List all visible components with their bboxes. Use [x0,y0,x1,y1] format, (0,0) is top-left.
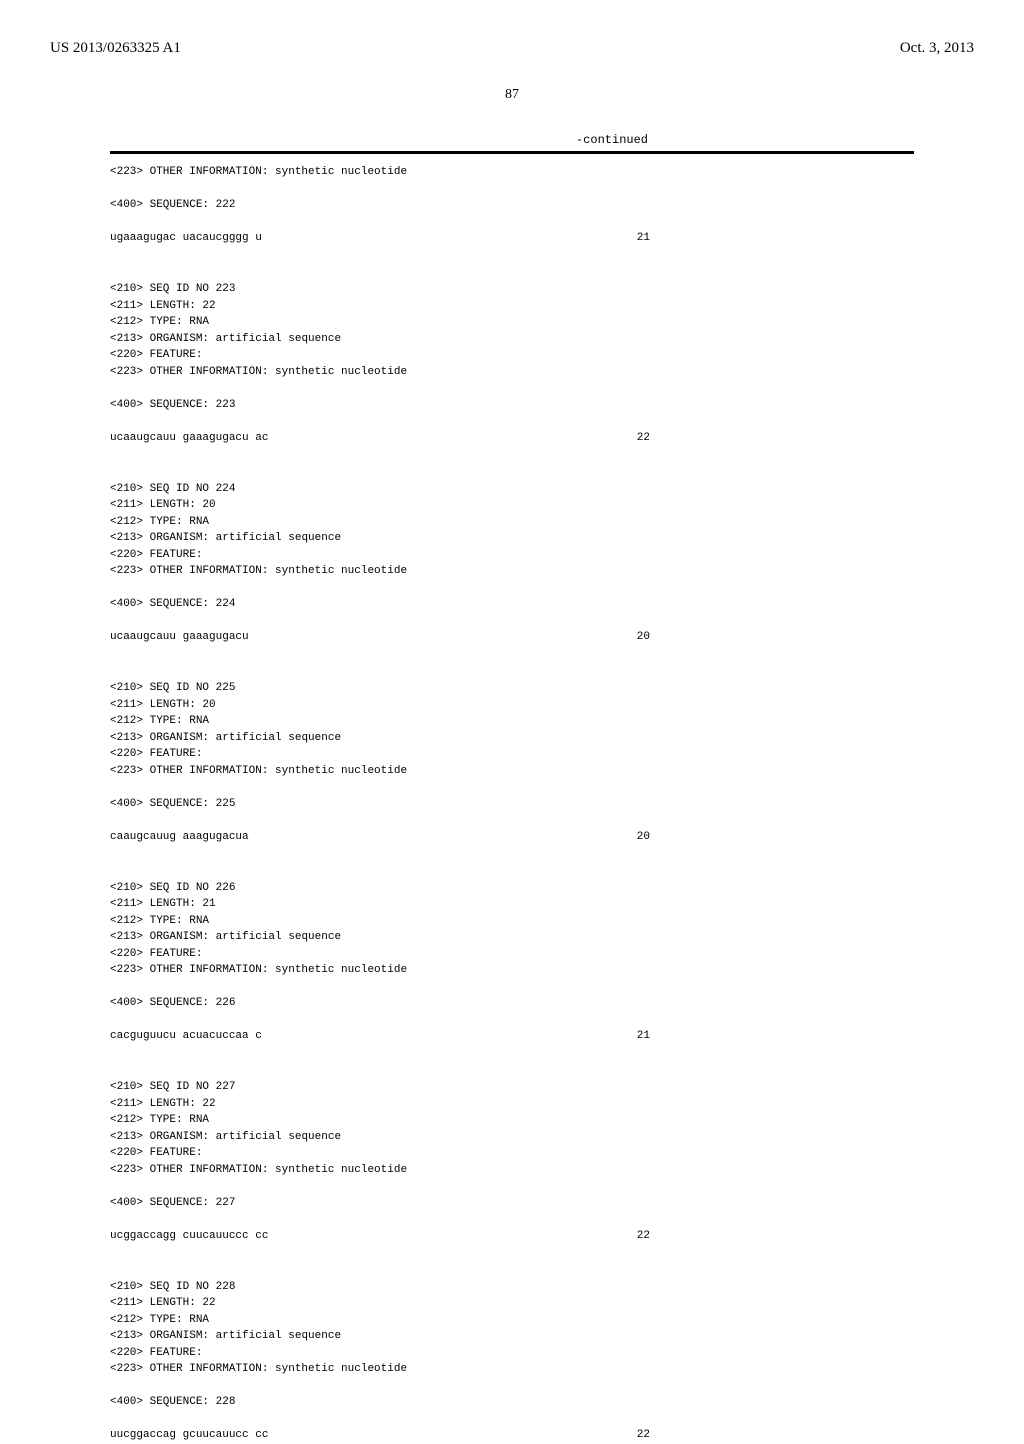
blank-line [110,464,914,481]
publication-date: Oct. 3, 2013 [900,40,974,57]
sequence-label: <400> SEQUENCE: 228 [110,1394,914,1411]
length-line: <211> LENGTH: 22 [110,1096,914,1113]
seq-block-228: <210> SEQ ID NO 228 <211> LENGTH: 22 <21… [110,1262,914,1444]
sequence-data: caaugcauug aaagugacua [110,829,249,846]
sequence-label: <400> SEQUENCE: 225 [110,796,914,813]
sequence-length-number: 21 [637,230,650,247]
organism-line: <213> ORGANISM: artificial sequence [110,331,914,348]
sequence-data-row: cacguguucu acuacuccaa c 21 [110,1028,650,1045]
other-info-line: <223> OTHER INFORMATION: synthetic nucle… [110,364,914,381]
sequence-label: <400> SEQUENCE: 226 [110,995,914,1012]
feature-line: <220> FEATURE: [110,1345,914,1362]
feature-line: <220> FEATURE: [110,547,914,564]
sequence-data: ucaaugcauu gaaagugacu ac [110,430,268,447]
sequence-data-row: ugaaagugac uacaucgggg u 21 [110,230,650,247]
blank-line [110,1262,914,1279]
sequence-data-row: ucaaugcauu gaaagugacu 20 [110,629,650,646]
sequence-data-row: ucaaugcauu gaaagugacu ac 22 [110,430,650,447]
blank-line [110,613,914,630]
blank-line [110,265,914,282]
blank-line [110,1178,914,1195]
organism-line: <213> ORGANISM: artificial sequence [110,929,914,946]
type-line: <212> TYPE: RNA [110,713,914,730]
sequence-data-row: uucggaccag gcuucauucc cc 22 [110,1427,650,1444]
seq-id-line: <210> SEQ ID NO 225 [110,680,914,697]
sequence-data: uucggaccag gcuucauucc cc [110,1427,268,1444]
sequence-data: ugaaagugac uacaucgggg u [110,230,262,247]
blank-line [110,812,914,829]
sequence-length-number: 22 [637,1427,650,1444]
sequence-length-number: 21 [637,1028,650,1045]
seq-id-line: <210> SEQ ID NO 227 [110,1079,914,1096]
blank-line [110,580,914,597]
seq-id-line: <210> SEQ ID NO 228 [110,1279,914,1296]
divider-thin [110,153,914,154]
blank-line [110,380,914,397]
blank-line [110,413,914,430]
type-line: <212> TYPE: RNA [110,1112,914,1129]
type-line: <212> TYPE: RNA [110,314,914,331]
sequence-label: <400> SEQUENCE: 227 [110,1195,914,1212]
seq-block-224: <210> SEQ ID NO 224 <211> LENGTH: 20 <21… [110,464,914,646]
other-info-line: <223> OTHER INFORMATION: synthetic nucle… [110,1361,914,1378]
sequence-length-number: 22 [637,430,650,447]
organism-line: <213> ORGANISM: artificial sequence [110,730,914,747]
sequence-label: <400> SEQUENCE: 223 [110,397,914,414]
sequence-label: <400> SEQUENCE: 224 [110,596,914,613]
sequence-data: ucggaccagg cuucauuccc cc [110,1228,268,1245]
blank-line [110,664,914,681]
sequence-listing: <223> OTHER INFORMATION: synthetic nucle… [50,158,974,1444]
blank-line [110,1063,914,1080]
other-info-line: <223> OTHER INFORMATION: synthetic nucle… [110,563,914,580]
blank-line [110,779,914,796]
blank-line [110,1411,914,1428]
other-info-line: <223> OTHER INFORMATION: synthetic nucle… [110,164,914,181]
feature-line: <220> FEATURE: [110,1145,914,1162]
sequence-length-number: 22 [637,1228,650,1245]
blank-line [110,863,914,880]
organism-line: <213> ORGANISM: artificial sequence [110,1129,914,1146]
other-info-line: <223> OTHER INFORMATION: synthetic nucle… [110,962,914,979]
feature-line: <220> FEATURE: [110,946,914,963]
sequence-label: <400> SEQUENCE: 222 [110,197,914,214]
continued-label: -continued [250,133,974,147]
other-info-line: <223> OTHER INFORMATION: synthetic nucle… [110,763,914,780]
sequence-data: cacguguucu acuacuccaa c [110,1028,262,1045]
seq-block-226: <210> SEQ ID NO 226 <211> LENGTH: 21 <21… [110,863,914,1045]
page-number: 87 [50,87,974,103]
blank-line [110,1378,914,1395]
length-line: <211> LENGTH: 20 [110,497,914,514]
type-line: <212> TYPE: RNA [110,913,914,930]
blank-line [110,181,914,198]
sequence-data-row: ucggaccagg cuucauuccc cc 22 [110,1228,650,1245]
length-line: <211> LENGTH: 22 [110,1295,914,1312]
organism-line: <213> ORGANISM: artificial sequence [110,530,914,547]
organism-line: <213> ORGANISM: artificial sequence [110,1328,914,1345]
feature-line: <220> FEATURE: [110,347,914,364]
seq-id-line: <210> SEQ ID NO 223 [110,281,914,298]
type-line: <212> TYPE: RNA [110,514,914,531]
sequence-length-number: 20 [637,829,650,846]
blank-line [110,1012,914,1029]
seq-id-line: <210> SEQ ID NO 224 [110,481,914,498]
length-line: <211> LENGTH: 20 [110,697,914,714]
blank-line [110,214,914,231]
length-line: <211> LENGTH: 21 [110,896,914,913]
sequence-data: ucaaugcauu gaaagugacu [110,629,249,646]
publication-number: US 2013/0263325 A1 [50,40,181,57]
seq-block-227: <210> SEQ ID NO 227 <211> LENGTH: 22 <21… [110,1063,914,1245]
seq-block-222: <223> OTHER INFORMATION: synthetic nucle… [110,164,914,247]
sequence-length-number: 20 [637,629,650,646]
other-info-line: <223> OTHER INFORMATION: synthetic nucle… [110,1162,914,1179]
page-header: US 2013/0263325 A1 Oct. 3, 2013 [50,40,974,57]
blank-line [110,979,914,996]
seq-id-line: <210> SEQ ID NO 226 [110,880,914,897]
length-line: <211> LENGTH: 22 [110,298,914,315]
sequence-data-row: caaugcauug aaagugacua 20 [110,829,650,846]
blank-line [110,1211,914,1228]
seq-block-225: <210> SEQ ID NO 225 <211> LENGTH: 20 <21… [110,664,914,846]
seq-block-223: <210> SEQ ID NO 223 <211> LENGTH: 22 <21… [110,265,914,447]
feature-line: <220> FEATURE: [110,746,914,763]
